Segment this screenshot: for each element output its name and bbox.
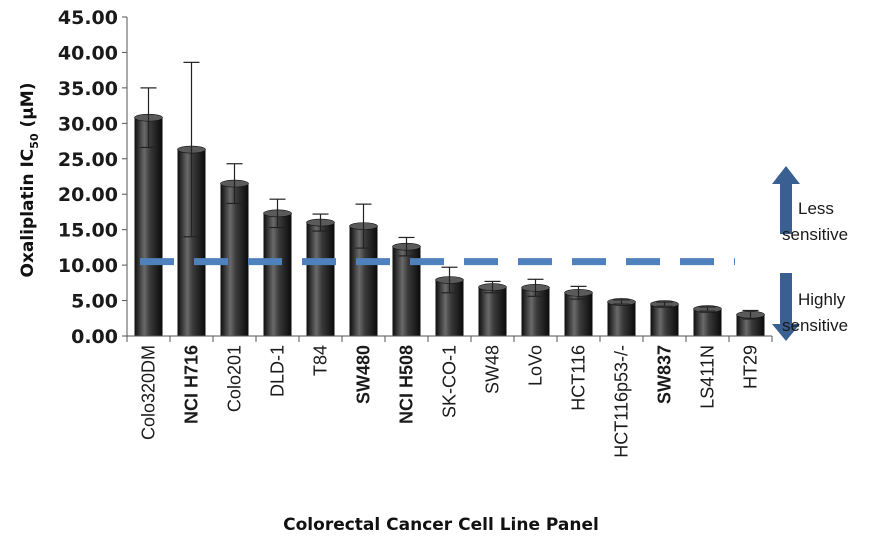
down-arrow-icon bbox=[772, 273, 800, 341]
x-tick-label: Colo201 bbox=[225, 345, 245, 412]
y-tick-label: 5.00 bbox=[71, 291, 118, 313]
x-tick-label: SW480 bbox=[354, 345, 374, 404]
x-tick-label: LS411N bbox=[698, 345, 718, 409]
less-label: Less bbox=[798, 199, 834, 218]
bar bbox=[134, 113, 163, 336]
bars bbox=[134, 113, 765, 336]
y-tick-label: 0.00 bbox=[71, 326, 118, 348]
error-bar bbox=[312, 213, 329, 232]
bar bbox=[564, 288, 593, 336]
error-bar bbox=[699, 306, 716, 312]
bar bbox=[177, 145, 206, 336]
up-arrow-icon bbox=[772, 166, 800, 234]
sensitive-label: sensitive bbox=[782, 225, 848, 244]
error-bars bbox=[140, 61, 759, 320]
x-tick-label: NCI H716 bbox=[182, 345, 202, 424]
x-tick-label: SK-CO-1 bbox=[440, 345, 460, 418]
x-tick-label: DLD-1 bbox=[268, 345, 288, 397]
y-tick-label: 15.00 bbox=[58, 220, 118, 242]
axes bbox=[126, 17, 772, 337]
x-tick-label: HT29 bbox=[741, 345, 761, 389]
bar bbox=[392, 242, 421, 336]
y-axis-ticks: 0.00 5.00 10.00 15.00 20.00 25.00 30.00 35.00 40… bbox=[58, 7, 127, 348]
error-bar bbox=[742, 309, 759, 320]
y-tick-label: 40.00 bbox=[58, 42, 118, 64]
y-axis-title: Oxaliplatin IC50 (μM) bbox=[18, 83, 41, 278]
highly-sensitive-label: sensitive bbox=[782, 316, 848, 335]
bar bbox=[306, 218, 335, 336]
x-tick-label: LoVo bbox=[526, 345, 546, 386]
x-tick-label: HCT116 bbox=[569, 345, 589, 411]
x-axis-title: Colorectal Cancer Cell Line Panel bbox=[283, 515, 599, 535]
error-bar bbox=[484, 280, 501, 294]
y-tick-label: 45.00 bbox=[58, 7, 118, 29]
error-bar bbox=[527, 278, 544, 297]
x-tick-label: T84 bbox=[311, 345, 331, 376]
x-tick-label: SW48 bbox=[483, 345, 503, 394]
error-bar bbox=[441, 266, 458, 294]
x-tick-label: SW837 bbox=[655, 345, 675, 404]
bar bbox=[349, 222, 378, 336]
x-axis-tick-labels: Colo320DM NCI H716 Colo201 DLD-1 T84 SW480 NCI… bbox=[126, 336, 773, 458]
bar bbox=[263, 209, 292, 336]
x-tick-label: HCT116p53-/- bbox=[612, 345, 632, 458]
error-bar bbox=[656, 301, 673, 307]
error-bar bbox=[226, 163, 243, 205]
error-bar bbox=[613, 299, 630, 305]
y-tick-label: 30.00 bbox=[58, 113, 118, 135]
bar bbox=[478, 283, 507, 336]
y-tick-label: 10.00 bbox=[58, 255, 118, 277]
error-bar bbox=[183, 61, 200, 238]
highly-sensitive-annotation: Highly sensitive bbox=[772, 273, 848, 341]
less-sensitive-annotation: Less sensitive bbox=[772, 166, 848, 244]
y-tick-label: 35.00 bbox=[58, 78, 118, 100]
x-tick-label: NCI H508 bbox=[397, 345, 417, 424]
error-bar bbox=[570, 285, 587, 300]
highly-label: Highly bbox=[798, 290, 846, 309]
error-bar bbox=[269, 198, 286, 229]
y-tick-label: 20.00 bbox=[58, 184, 118, 206]
y-tick-label: 25.00 bbox=[58, 149, 118, 171]
error-bar bbox=[140, 87, 157, 149]
error-bar bbox=[355, 203, 372, 249]
x-tick-label: Colo320DM bbox=[139, 345, 159, 440]
bar bbox=[693, 305, 722, 336]
error-bar bbox=[398, 236, 415, 257]
